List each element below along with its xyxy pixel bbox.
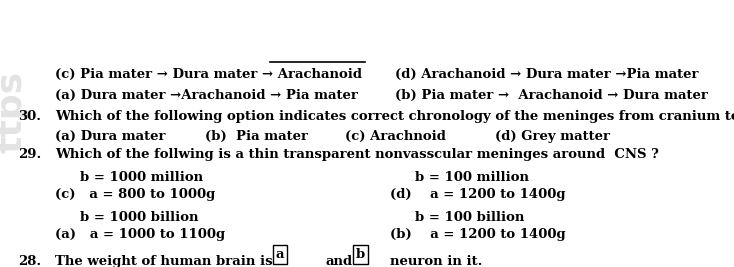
Text: (a)   a = 1000 to 1100g: (a) a = 1000 to 1100g: [55, 228, 225, 241]
Text: (a) Dura mater →Arachanoid → Pia mater: (a) Dura mater →Arachanoid → Pia mater: [55, 89, 358, 102]
Text: The weight of human brain is: The weight of human brain is: [55, 255, 272, 267]
Text: 28.: 28.: [18, 255, 41, 267]
Text: and: and: [325, 255, 352, 267]
Text: 29.: 29.: [18, 148, 41, 161]
Text: b = 1000 million: b = 1000 million: [80, 171, 203, 184]
Text: (c)   a = 800 to 1000g: (c) a = 800 to 1000g: [55, 188, 215, 201]
Text: neuron in it.: neuron in it.: [390, 255, 482, 267]
Text: (c) Pia mater → Dura mater → Arachanoid: (c) Pia mater → Dura mater → Arachanoid: [55, 68, 362, 81]
Text: b = 1000 billion: b = 1000 billion: [80, 211, 198, 224]
Text: b = 100 million: b = 100 million: [415, 171, 529, 184]
Text: (a) Dura mater: (a) Dura mater: [55, 130, 165, 143]
Text: (d)    a = 1200 to 1400g: (d) a = 1200 to 1400g: [390, 188, 565, 201]
Text: (d) Arachanoid → Dura mater →Pia mater: (d) Arachanoid → Dura mater →Pia mater: [395, 68, 699, 81]
Text: (c) Arachnoid: (c) Arachnoid: [345, 130, 446, 143]
Text: b = 100 billion: b = 100 billion: [415, 211, 524, 224]
Text: Which of the follwing is a thin transparent nonvasscular meninges around  CNS ?: Which of the follwing is a thin transpar…: [55, 148, 659, 161]
Text: (b) Pia mater →  Arachanoid → Dura mater: (b) Pia mater → Arachanoid → Dura mater: [395, 89, 708, 102]
Text: ttps: ttps: [0, 71, 29, 153]
Text: a: a: [276, 248, 285, 261]
Text: Which of the following option indicates correct chronology of the meninges from : Which of the following option indicates …: [55, 110, 734, 123]
Text: (d) Grey matter: (d) Grey matter: [495, 130, 610, 143]
Text: b: b: [356, 248, 366, 261]
Text: 30.: 30.: [18, 110, 41, 123]
Text: (b)    a = 1200 to 1400g: (b) a = 1200 to 1400g: [390, 228, 566, 241]
Text: (b)  Pia mater: (b) Pia mater: [205, 130, 308, 143]
